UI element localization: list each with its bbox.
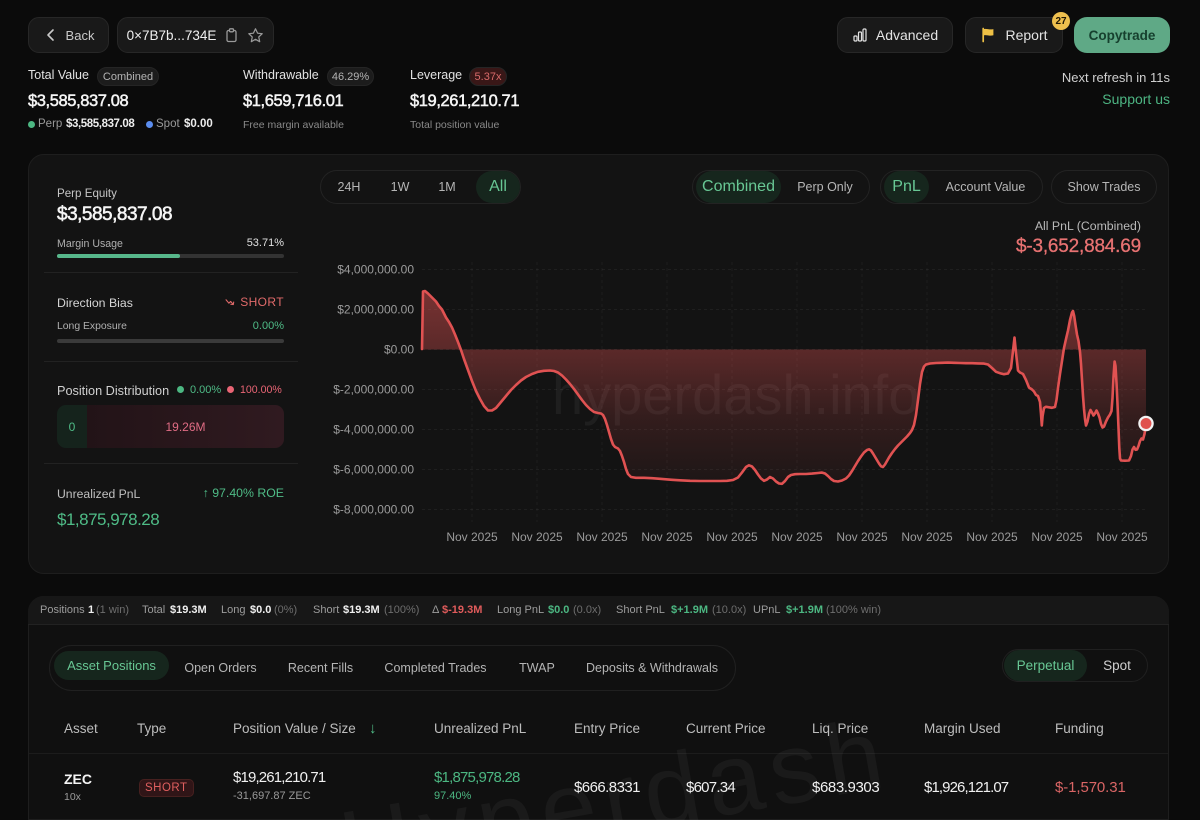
svg-text:Nov 2025: Nov 2025 bbox=[641, 530, 693, 544]
svg-text:Nov 2025: Nov 2025 bbox=[836, 530, 888, 544]
svg-text:Nov 2025: Nov 2025 bbox=[901, 530, 953, 544]
svg-text:Nov 2025: Nov 2025 bbox=[511, 530, 563, 544]
svg-text:Nov 2025: Nov 2025 bbox=[1031, 530, 1083, 544]
svg-text:$-2,000,000.00: $-2,000,000.00 bbox=[333, 383, 414, 397]
svg-text:Nov 2025: Nov 2025 bbox=[1096, 530, 1148, 544]
svg-text:Nov 2025: Nov 2025 bbox=[966, 530, 1018, 544]
svg-text:Nov 2025: Nov 2025 bbox=[706, 530, 758, 544]
svg-text:$-4,000,000.00: $-4,000,000.00 bbox=[333, 423, 414, 437]
svg-text:Nov 2025: Nov 2025 bbox=[576, 530, 628, 544]
svg-text:Nov 2025: Nov 2025 bbox=[771, 530, 823, 544]
svg-text:$2,000,000.00: $2,000,000.00 bbox=[337, 303, 414, 317]
svg-text:$0.00: $0.00 bbox=[384, 343, 414, 357]
svg-text:$4,000,000.00: $4,000,000.00 bbox=[337, 263, 414, 277]
svg-text:$-8,000,000.00: $-8,000,000.00 bbox=[333, 503, 414, 517]
svg-text:$-6,000,000.00: $-6,000,000.00 bbox=[333, 463, 414, 477]
svg-text:Nov 2025: Nov 2025 bbox=[446, 530, 498, 544]
